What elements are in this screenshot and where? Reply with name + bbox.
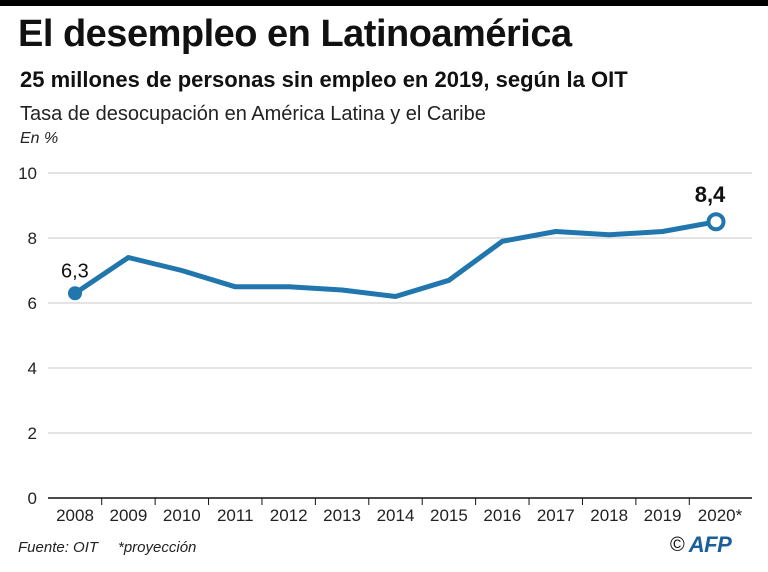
x-tick-label: 2012	[270, 506, 308, 525]
y-tick-label: 2	[28, 424, 37, 443]
chart-subtitle: 25 millones de personas sin empleo en 20…	[20, 67, 628, 92]
unit-label: En %	[20, 130, 59, 147]
chart-title: El desempleo en Latinoamérica	[18, 13, 572, 55]
series-line	[72, 219, 719, 299]
chart-description: Tasa de desocupación en América Latina y…	[20, 103, 486, 125]
data-label: 8,4	[695, 182, 726, 207]
x-tick-label: 2013	[323, 506, 361, 525]
x-tick-label: 2018	[590, 506, 628, 525]
y-tick-label: 10	[18, 164, 37, 183]
data-point-projection	[706, 212, 726, 232]
y-tick-label: 4	[28, 359, 37, 378]
y-tick-label: 0	[28, 489, 37, 508]
x-tick-label: 2015	[430, 506, 468, 525]
x-tick-label: 2010	[163, 506, 201, 525]
data-label: 6,3	[61, 260, 89, 282]
x-tick-label: 2020*	[698, 506, 743, 525]
afp-credit: © AFP	[670, 532, 732, 558]
x-tick-label: 2008	[56, 506, 94, 525]
x-tick-label: 2017	[537, 506, 575, 525]
projection-note: *proyección	[118, 539, 197, 556]
source-text: Fuente: OIT	[18, 539, 99, 556]
afp-logo: AFP	[688, 532, 732, 557]
data-point-start	[68, 286, 82, 301]
x-tick-label: 2014	[377, 506, 415, 525]
x-tick-label: 2011	[217, 506, 254, 525]
y-tick-label: 8	[28, 229, 37, 248]
x-tick-label: 2016	[483, 506, 521, 525]
top-bar	[0, 0, 768, 6]
x-tick-label: 2009	[110, 506, 148, 525]
x-tick-label: 2019	[644, 506, 682, 525]
copyright-icon: ©	[670, 533, 685, 556]
y-tick-label: 6	[28, 294, 37, 313]
